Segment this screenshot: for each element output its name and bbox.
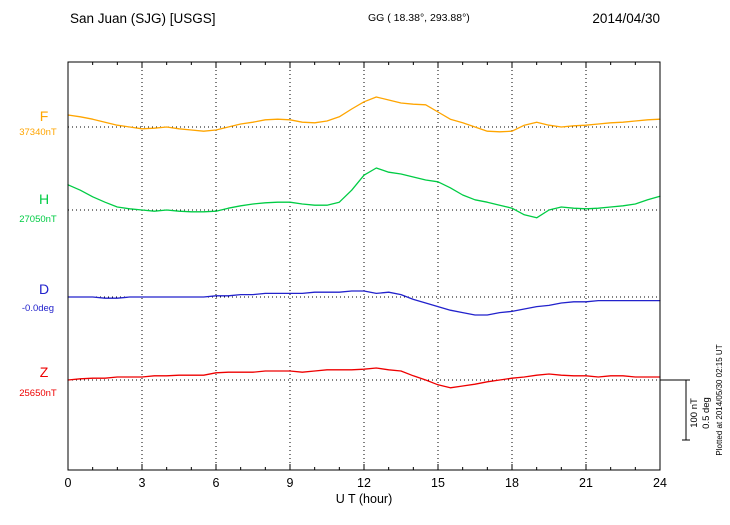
scale-label-nt: 100 nT xyxy=(689,398,700,428)
svg-text:0: 0 xyxy=(65,476,72,490)
plot-canvas: 0 3 6 9 12 15 18 21 24 xyxy=(65,61,690,490)
x-axis-title: U T (hour) xyxy=(336,492,393,506)
series-label-f: F xyxy=(40,108,49,124)
svg-text:3: 3 xyxy=(139,476,146,490)
geo-coords-label: GG ( 18.38°, 293.88°) xyxy=(368,12,470,24)
series-baseline-z: 25650nT xyxy=(19,388,57,399)
series-label-z: Z xyxy=(40,364,49,380)
scale-label-deg: 0.5 deg xyxy=(701,397,712,429)
svg-text:9: 9 xyxy=(287,476,294,490)
plot-date: 2014/04/30 xyxy=(592,11,660,26)
svg-text:15: 15 xyxy=(431,476,445,490)
series-baseline-d: -0.0deg xyxy=(22,303,54,314)
series-label-d: D xyxy=(39,281,49,297)
series-baseline-f: 37340nT xyxy=(19,127,57,138)
plotted-note: Plotted at 2014/05/30 02:15 UT xyxy=(715,344,724,455)
station-title: San Juan (SJG) [USGS] xyxy=(70,11,216,26)
svg-text:12: 12 xyxy=(357,476,371,490)
series-baseline-h: 27050nT xyxy=(19,214,57,225)
svg-text:6: 6 xyxy=(213,476,220,490)
svg-text:24: 24 xyxy=(653,476,667,490)
series-label-h: H xyxy=(39,191,49,207)
svg-text:18: 18 xyxy=(505,476,519,490)
svg-text:21: 21 xyxy=(579,476,593,490)
